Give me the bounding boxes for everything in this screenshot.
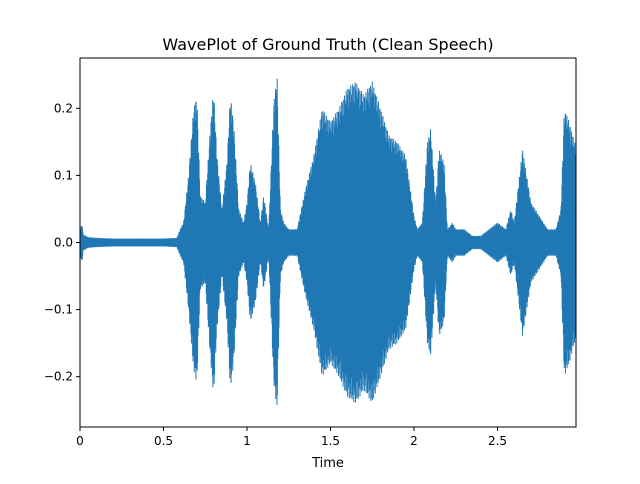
x-tick-label: 1.5 [321, 434, 340, 448]
plot-area [79, 78, 577, 405]
axes: 0 0.5 1 1.5 2 2.5 −0.2 −0.1 0.0 0.1 0.2 [44, 57, 577, 448]
waveform-series-line [79, 78, 577, 405]
y-tick-label: −0.1 [44, 303, 73, 317]
x-tick-label: 2 [410, 434, 418, 448]
x-tick-label: 1 [243, 434, 251, 448]
y-tick-label: 0.1 [54, 168, 73, 182]
x-tick-label: 2.5 [488, 434, 507, 448]
x-tick-label: 0 [76, 434, 84, 448]
y-tick-label: 0.2 [54, 101, 73, 115]
x-axis-label: Time [311, 456, 344, 471]
y-tick-label: −0.2 [44, 370, 73, 384]
chart-title: WavePlot of Ground Truth (Clean Speech) [162, 35, 493, 54]
y-tick-label: 0.0 [54, 236, 73, 250]
x-tick-label: 0.5 [154, 434, 173, 448]
